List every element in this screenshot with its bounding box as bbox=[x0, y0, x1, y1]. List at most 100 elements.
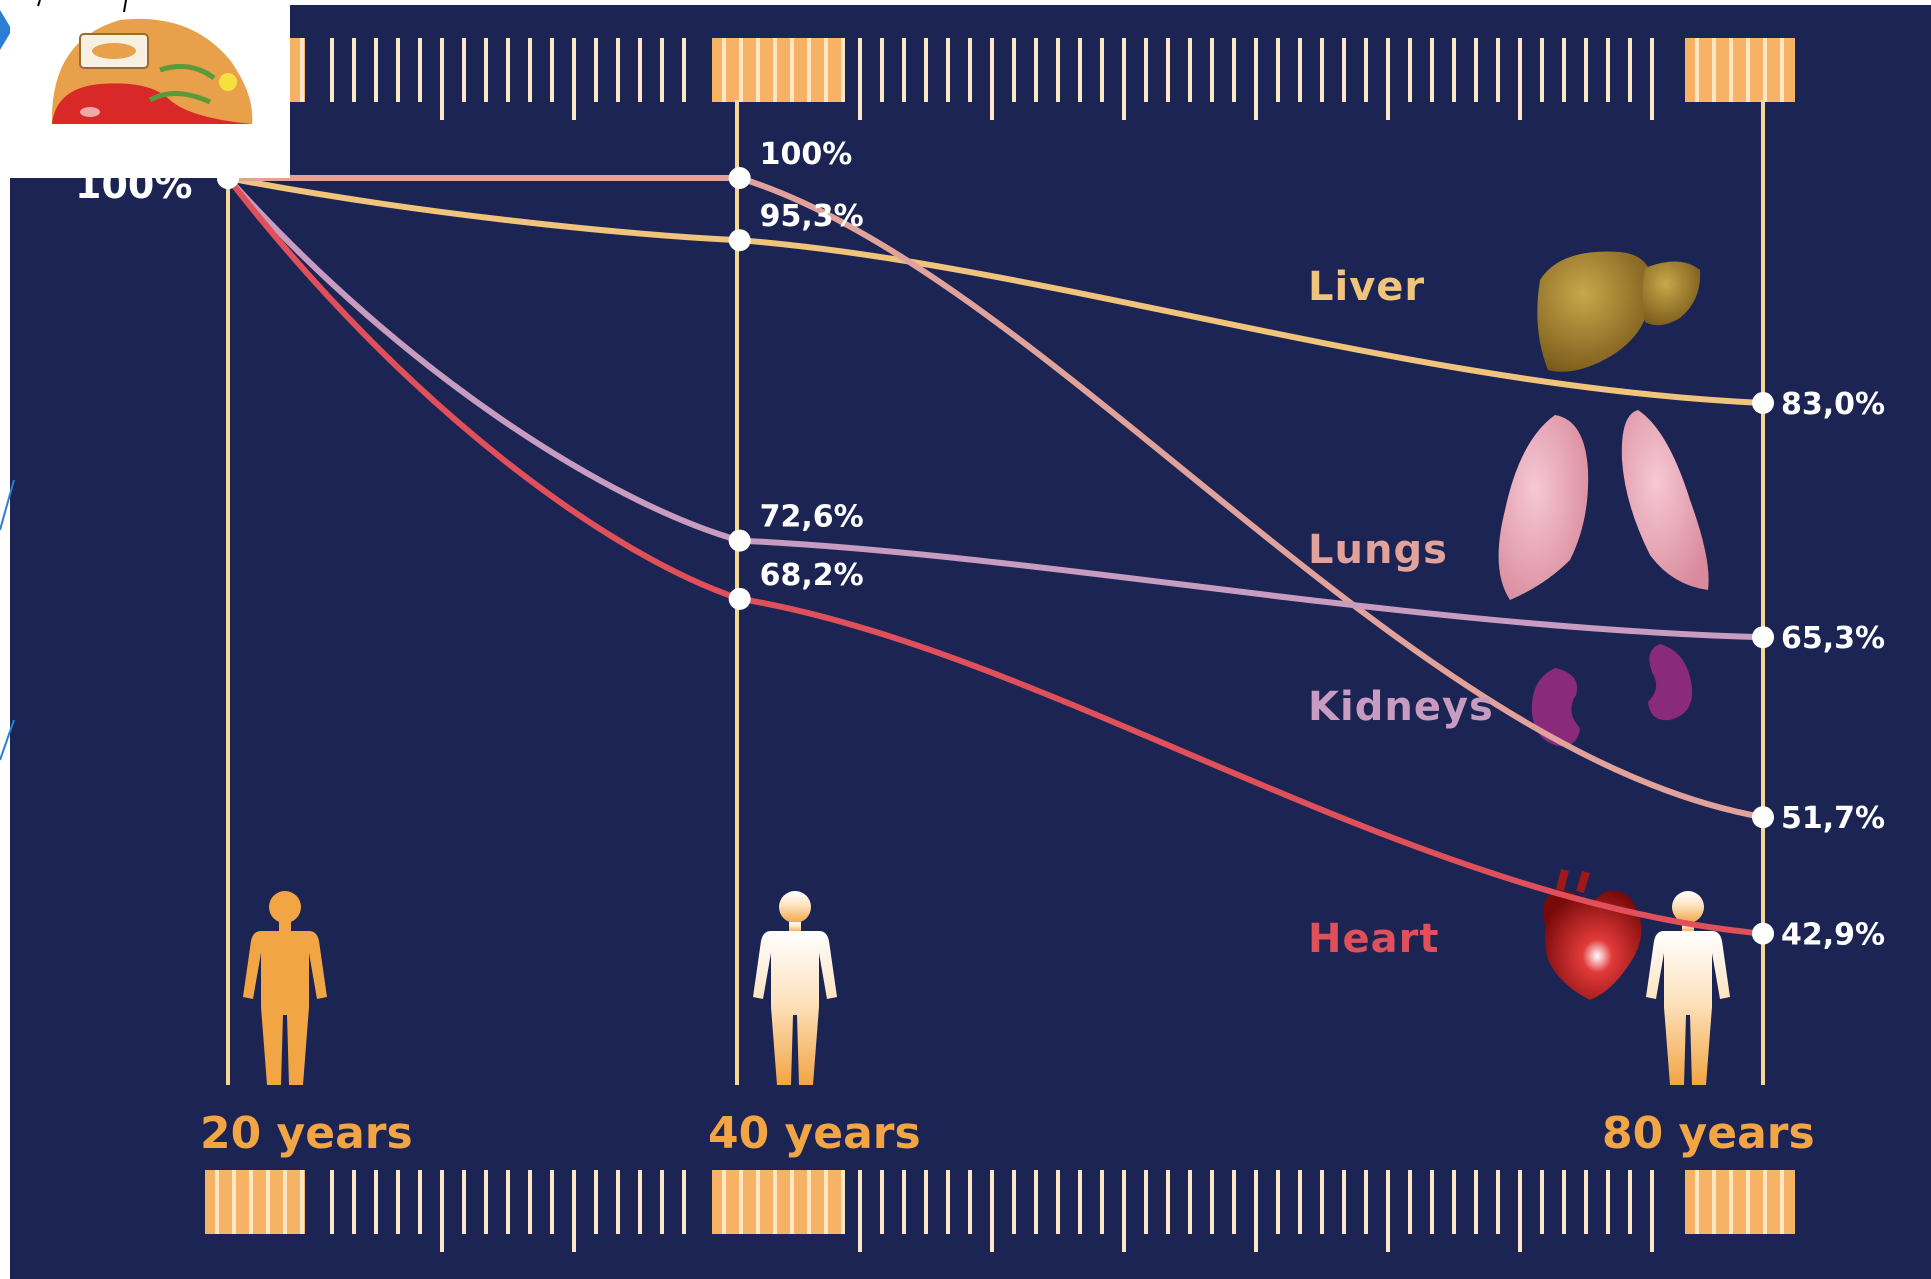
ruler-band-stripe bbox=[807, 38, 811, 102]
ruler-tick bbox=[616, 38, 620, 102]
ruler-tick bbox=[506, 38, 510, 102]
ruler-tick bbox=[1364, 38, 1368, 102]
ruler-band-stripe bbox=[790, 1170, 794, 1234]
ruler-tick bbox=[1320, 1170, 1324, 1234]
ruler-tick bbox=[572, 1170, 576, 1252]
ruler-band-stripe bbox=[773, 38, 777, 102]
ruler-band-stripe bbox=[1763, 38, 1767, 102]
ruler-tick bbox=[1650, 38, 1654, 120]
ruler-tick bbox=[1254, 1170, 1258, 1252]
ruler-tick bbox=[1518, 38, 1522, 120]
series-layer bbox=[217, 167, 1774, 945]
ruler-tick bbox=[396, 38, 400, 102]
data-point-liver-40 bbox=[728, 229, 751, 252]
ruler-tick bbox=[1056, 38, 1060, 102]
data-point-heart-80 bbox=[1752, 922, 1774, 945]
ruler-band-stripe bbox=[232, 1170, 236, 1234]
ruler-tick bbox=[374, 38, 378, 102]
ruler-tick bbox=[1100, 38, 1104, 102]
ruler-tick bbox=[1584, 1170, 1588, 1234]
ruler-tick bbox=[1386, 38, 1390, 120]
ruler-tick bbox=[1474, 38, 1478, 102]
ruler-tick bbox=[1298, 1170, 1302, 1234]
ruler-tick bbox=[1034, 38, 1038, 102]
ruler-band-stripe bbox=[790, 38, 794, 102]
ruler-tick bbox=[1518, 1170, 1522, 1252]
ruler-tick bbox=[1364, 1170, 1368, 1234]
ruler-tick bbox=[418, 1170, 422, 1234]
slide-edge-line bbox=[0, 479, 15, 761]
ruler-tick bbox=[1232, 1170, 1236, 1234]
ruler-band-stripe bbox=[215, 1170, 219, 1234]
ruler-band-stripe bbox=[1729, 1170, 1733, 1234]
ruler-tick bbox=[638, 1170, 642, 1234]
ruler-band-stripe bbox=[841, 38, 845, 102]
ruler-band-stripe bbox=[824, 38, 828, 102]
ruler-tick bbox=[990, 38, 994, 120]
ruler-band-1 bbox=[712, 38, 845, 102]
ruler-tick bbox=[858, 38, 862, 120]
ruler-tick bbox=[1188, 1170, 1192, 1234]
ruler-tick bbox=[1540, 1170, 1544, 1234]
ruler-tick bbox=[396, 1170, 400, 1234]
ruler-tick bbox=[1408, 1170, 1412, 1234]
ruler-band-stripe bbox=[1729, 38, 1733, 102]
ruler-band-stripe bbox=[266, 1170, 270, 1234]
ruler-tick bbox=[1496, 38, 1500, 102]
ruler-tick bbox=[1122, 38, 1126, 120]
ruler-tick bbox=[1078, 38, 1082, 102]
ruler-band-stripe bbox=[1695, 38, 1699, 102]
ruler-tick bbox=[462, 1170, 466, 1234]
heart-icon bbox=[1543, 869, 1642, 1000]
ruler-tick bbox=[1012, 1170, 1016, 1234]
ruler-band-stripe bbox=[824, 1170, 828, 1234]
ruler-band-stripe bbox=[841, 1170, 845, 1234]
ruler-tick bbox=[374, 1170, 378, 1234]
ruler-tick bbox=[418, 38, 422, 102]
ruler-band-stripe bbox=[756, 38, 760, 102]
ruler-tick bbox=[924, 38, 928, 102]
data-label-liver-40: 95,3% bbox=[760, 199, 864, 234]
ruler-tick bbox=[968, 38, 972, 102]
ruler-tick bbox=[1012, 38, 1016, 102]
ruler-tick bbox=[484, 38, 488, 102]
ruler-band-1 bbox=[712, 1170, 845, 1234]
ruler-band-stripe bbox=[1746, 1170, 1750, 1234]
ruler-tick bbox=[1078, 1170, 1082, 1234]
ruler-tick bbox=[352, 38, 356, 102]
data-point-lungs-80 bbox=[1752, 806, 1774, 829]
ruler-tick bbox=[1056, 1170, 1060, 1234]
data-label-kidneys-40: 72,6% bbox=[760, 500, 864, 535]
ruler-tick bbox=[1276, 38, 1280, 102]
data-label-heart-40: 68,2% bbox=[760, 558, 864, 593]
tick-label-40-years: 40 years bbox=[708, 1108, 921, 1159]
ruler-band-stripe bbox=[283, 1170, 287, 1234]
tick-label-80-years: 80 years bbox=[1602, 1108, 1815, 1159]
ruler-tick bbox=[1188, 38, 1192, 102]
data-point-heart-40 bbox=[728, 587, 751, 610]
ruler-tick bbox=[660, 1170, 664, 1234]
data-point-liver-80 bbox=[1752, 391, 1774, 414]
ruler-tick bbox=[1298, 38, 1302, 102]
ruler-tick bbox=[858, 1170, 862, 1252]
lungs-icon bbox=[1498, 410, 1709, 600]
kidneys-icon bbox=[1531, 644, 1693, 747]
ruler-tick bbox=[1210, 38, 1214, 102]
ruler-tick bbox=[1144, 1170, 1148, 1234]
plot-background bbox=[10, 5, 1931, 1279]
ruler-tick bbox=[660, 38, 664, 102]
ruler-tick bbox=[1122, 1170, 1126, 1252]
slide-arrow-decoration bbox=[0, 10, 12, 50]
ruler-tick bbox=[968, 1170, 972, 1234]
series-line-kidneys bbox=[225, 175, 1766, 641]
ruler-tick bbox=[440, 38, 444, 120]
ruler-tick bbox=[616, 1170, 620, 1234]
ruler-tick bbox=[1540, 38, 1544, 102]
ruler-band-stripe bbox=[756, 1170, 760, 1234]
labels-layer: 95,3% 83,0% 100% 51,7% 72,6% 65,3% 68,2% 42,9% bbox=[760, 137, 1885, 953]
series-label-kidneys: Kidneys bbox=[1308, 684, 1494, 730]
ruler-tick bbox=[550, 38, 554, 102]
ruler-tick bbox=[484, 1170, 488, 1234]
ruler-band-stripe bbox=[249, 1170, 253, 1234]
ruler-tick bbox=[946, 1170, 950, 1234]
